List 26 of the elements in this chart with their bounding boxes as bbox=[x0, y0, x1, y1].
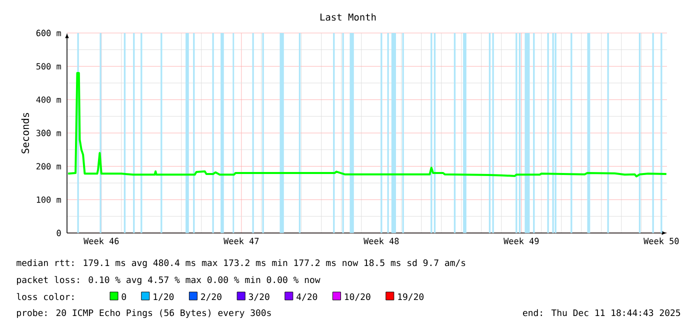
y-tick-label: 600 m bbox=[36, 30, 61, 36]
x-tick-label: Week 49 bbox=[504, 238, 539, 244]
legend-label: 10/20 bbox=[344, 293, 370, 301]
legend-label: 2/20 bbox=[201, 293, 222, 301]
legend-title: loss color: bbox=[16, 293, 74, 300]
legend-label: 0 bbox=[122, 293, 126, 300]
y-tick-label: 500 m bbox=[36, 63, 61, 70]
x-tick-label: Week 48 bbox=[364, 238, 399, 244]
y-tick-label: 0 bbox=[56, 230, 61, 236]
x-tick-label: Week 47 bbox=[224, 238, 259, 244]
text: median rtt: 179.1 ms avg 480.4 ms max 173.2 ms min 177.2 ms now 18.5 ms sd 9.7 am/s bbox=[16, 259, 466, 268]
y-axis-title: Seconds bbox=[21, 112, 30, 154]
y-tick-label: 100 m bbox=[36, 196, 61, 203]
legend-label: 1/20 bbox=[154, 293, 174, 301]
x-tick-label: Week 50 bbox=[644, 238, 679, 244]
y-tick-label: 200 m bbox=[36, 163, 61, 170]
y-tick-label: 300 m bbox=[36, 130, 61, 136]
legend-label: 19/20 bbox=[398, 293, 424, 301]
chart-title: Last Month bbox=[320, 13, 376, 21]
x-tick-label: Week 46 bbox=[84, 238, 119, 244]
text: end: Thu Dec 11 18:44:43 2025 bbox=[522, 309, 680, 316]
legend-label: 4/20 bbox=[296, 293, 318, 301]
y-tick-label: 400 m bbox=[36, 96, 61, 103]
legend-label: 3/20 bbox=[248, 293, 270, 301]
text: probe: 20 ICMP Echo Pings (56 Bytes) every 300s bbox=[17, 309, 271, 318]
text: packet loss: 0.10 % avg 4.57 % max 0.00 % min 0.00 % now bbox=[17, 276, 320, 285]
